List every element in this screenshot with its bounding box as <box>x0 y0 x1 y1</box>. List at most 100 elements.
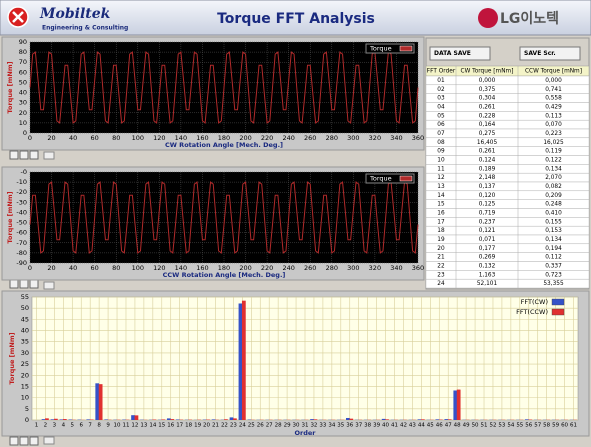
x-tick-label: 20 <box>47 134 55 142</box>
x-tick-label: 4 <box>62 423 66 429</box>
scroll-bar[interactable] <box>43 151 55 160</box>
button[interactable] <box>519 46 581 61</box>
y-tick-label: 30 <box>21 349 29 357</box>
tool-icon[interactable] <box>19 436 29 446</box>
x-tick-label: 38 <box>364 423 371 429</box>
table-cell: 0,719 <box>479 210 496 216</box>
logo: Mobiltek <box>39 6 111 22</box>
x-tick-label: 22 <box>221 423 228 429</box>
button-label[interactable]: DATA SAVE <box>434 50 471 57</box>
scroll-bar[interactable] <box>43 281 55 290</box>
x-tick-label: 57 <box>534 423 541 429</box>
x-tick-label: 20 <box>47 264 55 272</box>
x-tick-label: 60 <box>91 264 99 272</box>
table-cell: 0,248 <box>545 202 562 208</box>
x-tick-label: 34 <box>328 423 335 429</box>
brand-icon <box>478 8 498 28</box>
bar <box>41 419 46 420</box>
y-tick-label: 40 <box>19 89 27 97</box>
x-tick-label: 49 <box>463 423 470 429</box>
y-tick-label: 0 <box>25 416 29 424</box>
y-tick-label: -60 <box>16 229 27 237</box>
table-cell: 53,355 <box>543 281 564 287</box>
x-tick-label: 360 <box>412 134 424 142</box>
legend-label: FFT(CW) <box>521 298 548 306</box>
button[interactable] <box>429 46 491 61</box>
tool-icon[interactable] <box>9 150 19 160</box>
tool-icon[interactable] <box>19 279 29 289</box>
x-tick-label: 8 <box>97 423 101 429</box>
y-tick-label: 80 <box>19 48 27 56</box>
x-tick-label: 100 <box>132 264 144 272</box>
table-row <box>425 146 590 156</box>
bar <box>238 303 243 420</box>
table-cell: 22 <box>437 263 445 269</box>
table-cell: 06 <box>437 122 445 128</box>
bar <box>224 419 228 420</box>
x-tick-label: 29 <box>284 423 291 429</box>
table-cell: 02 <box>437 87 445 93</box>
tool-icon[interactable] <box>29 279 39 289</box>
x-tick-label: 61 <box>570 423 577 429</box>
x-tick-label: 180 <box>218 134 230 142</box>
table-row <box>425 225 590 236</box>
x-tick-label: 13 <box>140 423 147 429</box>
x-tick-label: 40 <box>382 423 389 429</box>
y-tick-label: 0 <box>23 129 27 137</box>
bar <box>68 419 73 420</box>
table-cell: 09 <box>437 149 445 155</box>
table-row <box>425 234 590 245</box>
bar <box>313 419 318 420</box>
table-cell: 0,113 <box>545 113 562 119</box>
table-cell: 04 <box>437 104 445 110</box>
y-tick-label: -20 <box>16 188 27 196</box>
y-tick-label: -0 <box>21 168 27 176</box>
x-tick-label: 280 <box>326 264 338 272</box>
x-tick-label: 80 <box>112 134 120 142</box>
x-tick-label: 59 <box>552 423 559 429</box>
tool-icon[interactable] <box>19 150 29 160</box>
tool-icon[interactable] <box>29 436 39 446</box>
scroll-bar[interactable] <box>43 436 55 445</box>
tool-icon[interactable] <box>9 279 19 289</box>
x-tick-label: 46 <box>436 423 443 429</box>
x-tick-label: 60 <box>561 423 568 429</box>
button-label[interactable]: SAVE Scr. <box>524 50 556 57</box>
x-tick-label: 240 <box>282 134 294 142</box>
legend-swatch <box>551 308 565 316</box>
bar <box>444 419 449 420</box>
table-row <box>425 217 590 227</box>
table-cell: 0,155 <box>545 219 562 225</box>
x-tick-label: 31 <box>302 423 309 429</box>
table-cell: 2,148 <box>479 175 496 181</box>
table-row <box>425 270 590 280</box>
y-tick-label: 10 <box>19 119 27 127</box>
y-tick-label: -10 <box>16 178 27 186</box>
bar <box>447 419 452 420</box>
tool-icon[interactable] <box>9 436 19 446</box>
tool-icon[interactable] <box>29 150 39 160</box>
bar <box>310 419 314 420</box>
table-cell: 1,163 <box>479 272 496 278</box>
legend-swatch <box>399 45 413 52</box>
bar <box>161 419 166 420</box>
x-tick-label: 220 <box>261 134 273 142</box>
x-tick-label: 220 <box>261 264 273 272</box>
x-tick-label: 44 <box>418 423 425 429</box>
x-tick-label: 20 <box>203 423 210 429</box>
table-cell: 23 <box>437 272 445 278</box>
table-cell: 0,375 <box>479 87 496 93</box>
x-tick-label: 48 <box>454 423 461 429</box>
table-row <box>425 208 590 218</box>
table-row <box>425 119 590 130</box>
x-axis-title: Order <box>295 429 317 437</box>
x-tick-label: 320 <box>369 134 381 142</box>
table-cell: 13 <box>437 184 445 190</box>
table-cell: 0,741 <box>545 87 562 93</box>
bar <box>62 419 67 420</box>
bar <box>381 418 386 420</box>
table-cell: 0,209 <box>545 193 562 199</box>
page-title: Torque FFT Analysis <box>217 11 375 27</box>
table-row <box>425 137 590 147</box>
table-row <box>425 155 590 165</box>
